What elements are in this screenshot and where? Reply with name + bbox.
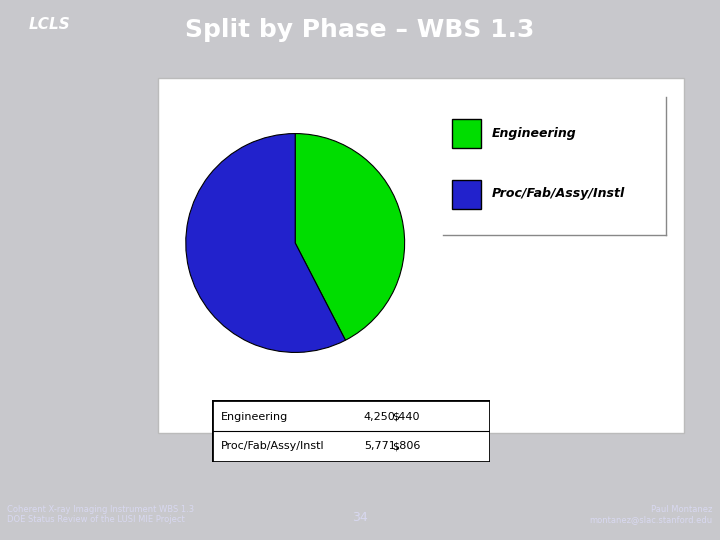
Text: LCLS: LCLS [29, 17, 71, 32]
Text: Split by Phase – WBS 1.3: Split by Phase – WBS 1.3 [185, 18, 535, 42]
Text: 5,771,806: 5,771,806 [364, 441, 420, 451]
Text: Paul Montanez
montanez@slac.stanford.edu: Paul Montanez montanez@slac.stanford.edu [590, 505, 713, 524]
Text: 34: 34 [352, 510, 368, 524]
Text: $: $ [392, 441, 400, 451]
Text: Engineering: Engineering [221, 412, 288, 422]
Text: Proc/Fab/Assy/Instl: Proc/Fab/Assy/Instl [221, 441, 324, 451]
Bar [158, 78, 684, 434]
Bar [451, 119, 481, 148]
Bar [451, 180, 481, 209]
Text: Coherent X-ray Imaging Instrument WBS 1.3
DOE Status Review of the LUSI MIE Proj: Coherent X-ray Imaging Instrument WBS 1.… [7, 505, 194, 524]
Text: Proc/Fab/Assy/Instl: Proc/Fab/Assy/Instl [492, 187, 625, 200]
Wedge shape [295, 133, 405, 340]
Text: $: $ [392, 412, 400, 422]
Wedge shape [186, 133, 346, 353]
Text: Engineering: Engineering [492, 126, 577, 139]
Text: 4,250,440: 4,250,440 [364, 412, 420, 422]
